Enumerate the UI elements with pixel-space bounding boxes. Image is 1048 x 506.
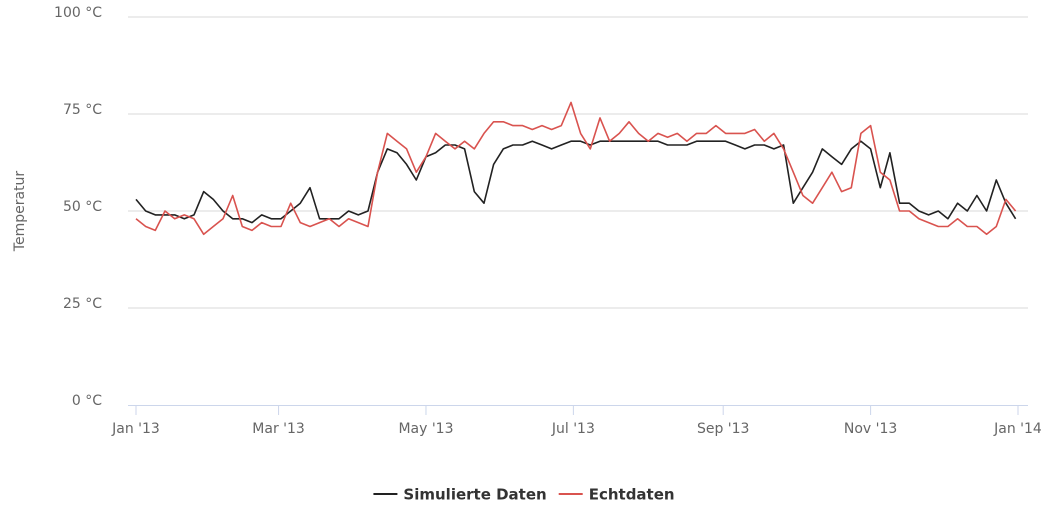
y-tick-label: 50 °C bbox=[63, 199, 102, 215]
x-tick-label: Nov '13 bbox=[844, 421, 897, 437]
x-tick-label: May '13 bbox=[398, 421, 453, 437]
y-tick-label: 25 °C bbox=[63, 296, 102, 312]
legend-text: Simulierte Daten bbox=[403, 486, 546, 504]
series-line bbox=[135, 140, 1017, 224]
x-tick-label: Jan '14 bbox=[993, 421, 1042, 437]
x-tick-label: Mar '13 bbox=[252, 421, 305, 437]
y-tick-label: 0 °C bbox=[72, 393, 102, 409]
series-line bbox=[135, 101, 1017, 236]
legend-text: Echtdaten bbox=[589, 486, 675, 504]
y-tick-label: 100 °C bbox=[54, 5, 102, 21]
x-tick-label: Sep '13 bbox=[697, 421, 750, 437]
y-tick-label: 75 °C bbox=[63, 102, 102, 118]
x-tick-label: Jul '13 bbox=[551, 421, 595, 437]
x-tick-label: Jan '13 bbox=[111, 421, 160, 437]
y-axis-title: Temperatur bbox=[12, 171, 28, 253]
